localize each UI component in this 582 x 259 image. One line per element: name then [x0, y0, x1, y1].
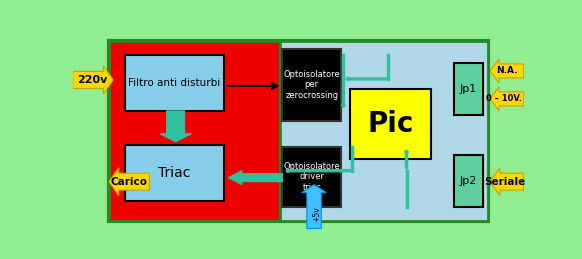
Bar [125, 145, 224, 200]
Bar [125, 55, 224, 111]
Text: 220v: 220v [77, 75, 108, 85]
Text: Carico: Carico [111, 177, 148, 187]
FancyArrow shape [160, 111, 191, 142]
Bar [109, 41, 281, 221]
FancyArrow shape [109, 168, 150, 196]
Bar [281, 41, 488, 221]
Text: Jp1: Jp1 [460, 84, 477, 94]
Text: Triac: Triac [158, 166, 190, 180]
Bar [282, 147, 341, 207]
Text: Optoisolatore
driver
triac: Optoisolatore driver triac [283, 162, 340, 192]
FancyArrow shape [490, 59, 524, 83]
Bar [454, 155, 483, 207]
FancyArrow shape [490, 168, 524, 196]
FancyArrow shape [490, 87, 524, 111]
Bar [454, 63, 483, 115]
FancyArrow shape [228, 171, 282, 185]
Bar [109, 41, 488, 221]
Text: N.A.: N.A. [496, 67, 517, 75]
Text: Optoisolatore
per
zerocrossing: Optoisolatore per zerocrossing [283, 70, 340, 100]
FancyArrow shape [73, 66, 113, 94]
Bar [350, 89, 431, 159]
Text: Pic: Pic [368, 110, 414, 138]
Text: +5v: +5v [312, 207, 321, 222]
Text: 0 – 10V.: 0 – 10V. [487, 94, 523, 103]
Bar [282, 49, 341, 121]
FancyArrow shape [301, 185, 327, 228]
Text: Seriale: Seriale [485, 177, 526, 187]
Text: Jp2: Jp2 [460, 176, 477, 186]
Text: Filtro anti disturbi: Filtro anti disturbi [128, 78, 221, 88]
